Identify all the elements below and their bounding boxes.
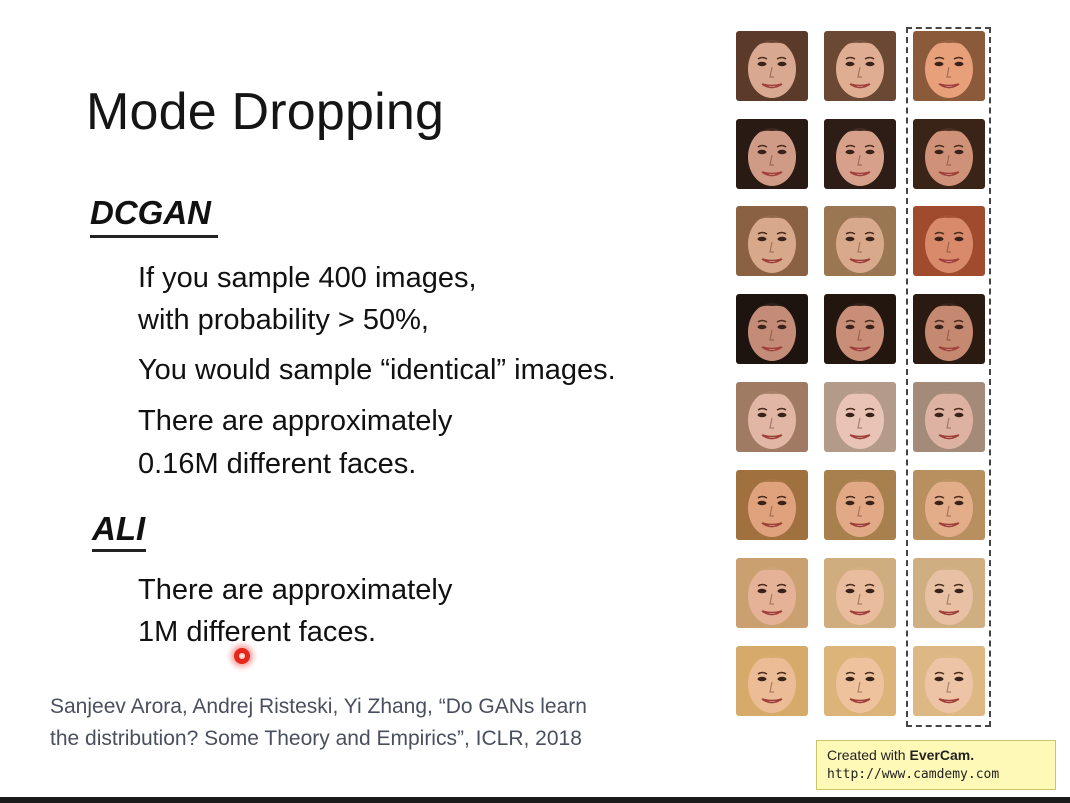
face-thumbnail: [736, 31, 808, 101]
face-thumbnail: [824, 31, 896, 101]
face-thumbnail: [736, 382, 808, 452]
dashed-highlight-box: [906, 27, 991, 727]
dcgan-line: If you sample 400 images,: [138, 262, 477, 294]
face-thumbnail: [913, 382, 985, 452]
face-thumbnail: [824, 470, 896, 540]
laser-pointer: [234, 648, 250, 664]
ali-underline: [92, 549, 146, 552]
ali-heading: ALI: [92, 510, 146, 547]
face-thumbnail: [913, 646, 985, 716]
face-thumbnail: [824, 294, 896, 364]
face-thumbnail: [736, 470, 808, 540]
ali-line: 1M different faces.: [138, 616, 377, 648]
watermark-brand: EverCam.: [909, 747, 975, 763]
face-thumbnail: [913, 119, 985, 189]
face-thumbnail: [736, 294, 808, 364]
face-thumbnail: [824, 646, 896, 716]
face-thumbnail: [913, 470, 985, 540]
face-thumbnail: [736, 119, 808, 189]
face-thumbnail: [736, 646, 808, 716]
citation-line: the distribution? Some Theory and Empiri…: [50, 727, 582, 750]
watermark-prefix: Created with: [827, 747, 910, 763]
watermark-url: http://www.camdemy.com: [827, 767, 1000, 782]
slide-title: Mode Dropping: [86, 83, 445, 141]
face-thumbnail: [913, 31, 985, 101]
ali-line: There are approximately: [138, 574, 453, 606]
citation-line: Sanjeev Arora, Andrej Risteski, Yi Zhang…: [50, 695, 587, 718]
bottom-bar: [0, 797, 1070, 803]
dcgan-heading: DCGAN: [90, 194, 211, 231]
dcgan-line: You would sample “identical” images.: [138, 354, 616, 386]
face-thumbnail: [913, 294, 985, 364]
face-thumbnail: [824, 558, 896, 628]
face-thumbnail: [913, 206, 985, 276]
dcgan-underline: [90, 235, 218, 238]
face-thumbnail: [824, 382, 896, 452]
face-thumbnail: [824, 206, 896, 276]
face-thumbnail: [736, 206, 808, 276]
dcgan-line: There are approximately: [138, 405, 453, 437]
dcgan-line: with probability > 50%,: [138, 304, 429, 336]
face-thumbnail: [736, 558, 808, 628]
evercam-watermark: Created with EverCam. http://www.camdemy…: [816, 740, 1056, 790]
face-thumbnail: [824, 119, 896, 189]
face-thumbnail: [913, 558, 985, 628]
dcgan-line: 0.16M different faces.: [138, 448, 417, 480]
